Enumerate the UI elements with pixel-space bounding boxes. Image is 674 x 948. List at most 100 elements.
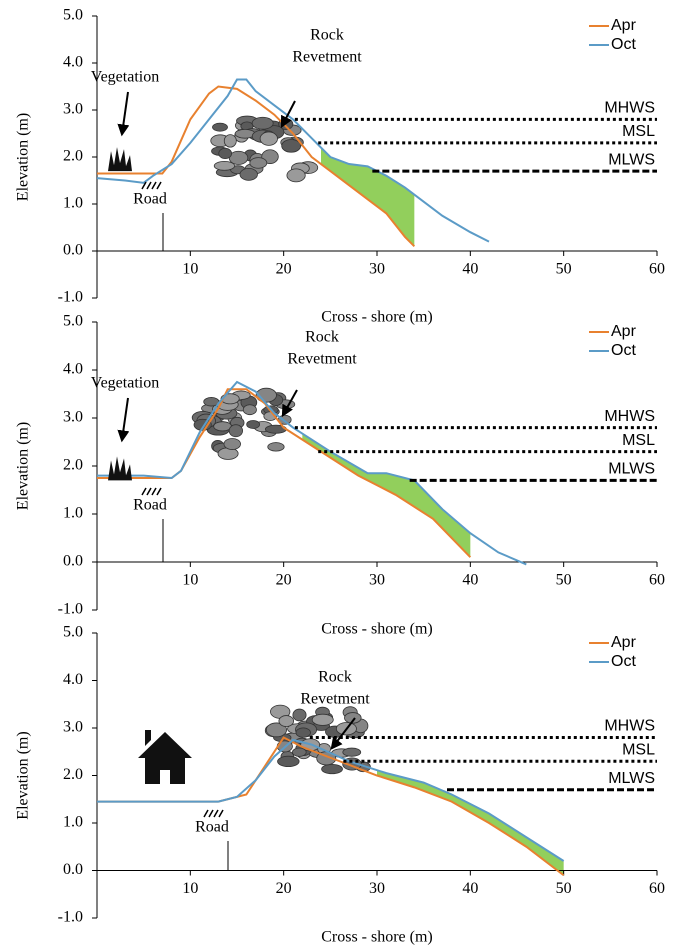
revetment-label: Revetment — [292, 49, 362, 66]
x-tick-label: 20 — [276, 572, 292, 589]
road-label: Road — [133, 191, 167, 208]
legend-label: Apr — [611, 323, 637, 340]
y-tick-label: 0.0 — [63, 553, 83, 570]
rock — [228, 424, 243, 438]
y-axis-label: Elevation (m) — [15, 731, 32, 819]
rock-revetment-image — [264, 704, 371, 775]
y-tick-label: 1.0 — [63, 505, 83, 522]
grass-icon — [108, 456, 132, 481]
change-area — [302, 433, 471, 558]
x-tick-label: 60 — [649, 261, 665, 278]
revetment-arrow — [281, 389, 298, 418]
y-tick-label: 3.0 — [63, 101, 83, 118]
x-tick-label: 10 — [182, 261, 198, 278]
rock — [267, 442, 285, 452]
rock — [259, 131, 278, 146]
x-tick-label: 50 — [556, 572, 572, 589]
road-hatch — [151, 487, 157, 496]
y-tick-label: 2.0 — [63, 457, 83, 474]
revetment-label: Revetment — [287, 351, 357, 368]
change-area — [321, 147, 415, 247]
rock — [213, 421, 232, 432]
y-tick-label: -1.0 — [58, 289, 83, 306]
change-area — [377, 770, 564, 876]
tide-level-label: MLWS — [608, 461, 655, 478]
x-tick-label: 40 — [462, 880, 478, 897]
x-tick-label: 30 — [369, 572, 385, 589]
x-tick-label: 10 — [182, 880, 198, 897]
y-tick-label: 5.0 — [63, 624, 83, 641]
road-label: Road — [133, 497, 167, 514]
x-tick-label: 40 — [462, 261, 478, 278]
y-tick-label: -1.0 — [58, 909, 83, 926]
rock — [342, 747, 362, 757]
house-icon — [138, 730, 192, 784]
vegetation-arrow — [117, 91, 130, 137]
x-tick-label: 10 — [182, 572, 198, 589]
rock — [251, 116, 274, 130]
rock — [344, 712, 362, 724]
x-tick-label: 50 — [556, 261, 572, 278]
rock — [223, 438, 241, 450]
road-hatch — [156, 487, 162, 496]
rock — [249, 157, 268, 169]
rock — [239, 168, 258, 181]
road-hatch — [203, 809, 209, 818]
y-tick-label: 0.0 — [63, 861, 83, 878]
rock — [277, 755, 300, 768]
road-label: Road — [195, 819, 229, 836]
rock — [213, 161, 236, 171]
road-hatch — [146, 487, 152, 496]
profile-line — [97, 380, 527, 566]
x-axis-label: Cross - shore (m) — [321, 929, 433, 946]
legend-label: Oct — [611, 653, 636, 670]
rock — [223, 134, 237, 148]
x-tick-label: 20 — [276, 880, 292, 897]
y-tick-label: 4.0 — [63, 361, 83, 378]
rock — [292, 708, 307, 722]
road-hatch — [156, 181, 162, 190]
rock — [242, 404, 257, 416]
y-tick-label: 5.0 — [63, 7, 83, 24]
legend-label: Apr — [611, 17, 637, 34]
x-tick-label: 40 — [462, 572, 478, 589]
tide-level-label: MHWS — [604, 100, 655, 117]
y-tick-label: 5.0 — [63, 313, 83, 330]
rock — [286, 168, 306, 183]
y-tick-label: 3.0 — [63, 719, 83, 736]
y-tick-label: 0.0 — [63, 242, 83, 259]
x-tick-label: 60 — [649, 572, 665, 589]
rock — [295, 727, 311, 738]
legend-label: Oct — [611, 342, 636, 359]
legend-label: Oct — [611, 36, 636, 53]
rock — [218, 147, 233, 160]
rock-revetment-image — [210, 115, 319, 183]
y-tick-label: 2.0 — [63, 766, 83, 783]
tide-level-label: MSL — [622, 432, 655, 449]
tide-level-label: MSL — [622, 123, 655, 140]
vegetation-label: Vegetation — [91, 375, 159, 392]
road-hatch — [151, 181, 157, 190]
road-hatch — [146, 181, 152, 190]
revetment-arrow — [330, 717, 356, 750]
road-hatch — [141, 487, 147, 496]
vegetation-label: Vegetation — [91, 69, 159, 86]
tide-level-label: MHWS — [604, 408, 655, 425]
rock — [278, 715, 295, 727]
road-hatch — [218, 809, 224, 818]
y-tick-label: 1.0 — [63, 814, 83, 831]
rock-revetment-image — [191, 387, 296, 460]
rock — [265, 722, 288, 738]
revetment-label: Rock — [318, 669, 352, 686]
rock — [292, 747, 307, 757]
rock — [321, 764, 343, 775]
x-tick-label: 60 — [649, 880, 665, 897]
revetment-label: Rock — [305, 329, 339, 346]
revetment-label: Revetment — [300, 691, 370, 708]
tide-level-label: MLWS — [608, 151, 655, 168]
rock — [311, 713, 334, 726]
rock — [281, 139, 302, 153]
legend-label: Apr — [611, 634, 637, 651]
